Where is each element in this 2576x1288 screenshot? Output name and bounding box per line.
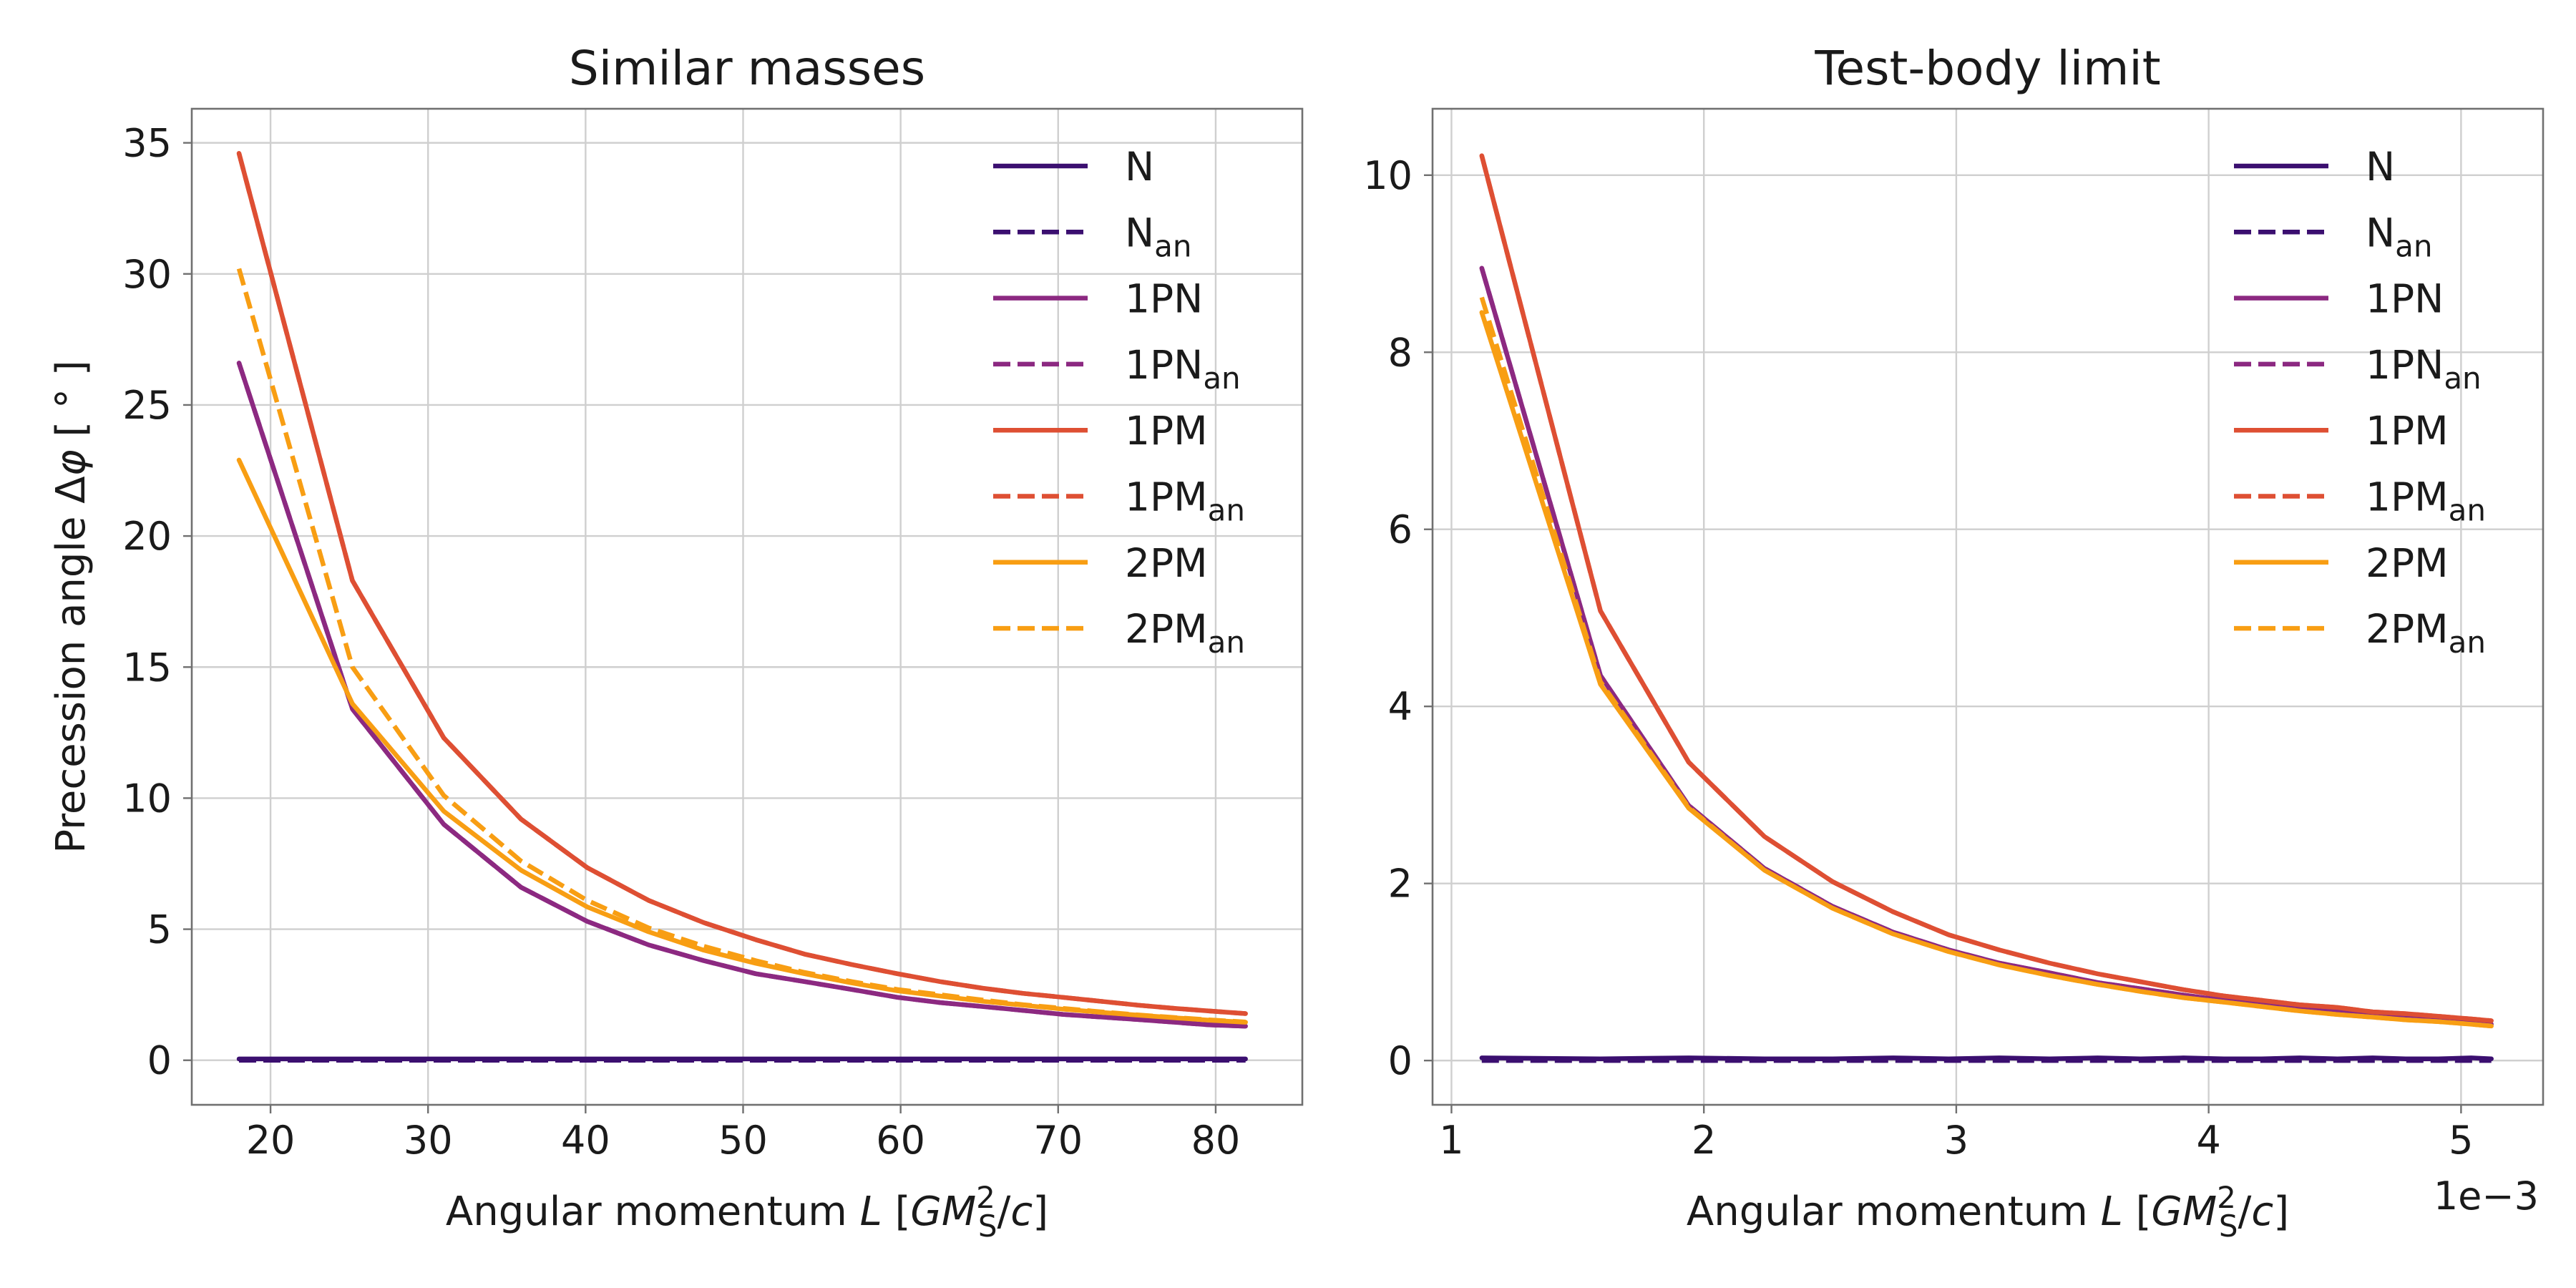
x-axis-label: Angular momentum L [GM2 S/c] [1687,1180,2289,1244]
plot-frame [190,107,1304,1106]
legend-label: 1PNan [2366,342,2482,396]
legend-item: 2PM [2234,540,2449,586]
y-tick-label: 35 [122,121,172,166]
legend-item: 1PMan [2234,474,2486,528]
legend-item: 1PM [993,408,1208,454]
legend-label: 1PM [1125,408,1208,454]
legend-item: 2PM [993,540,1208,586]
panel-title: Similar masses [569,41,925,96]
y-tick-label: 10 [1363,153,1413,198]
legend-item: N [2234,144,2395,190]
legend-label: N [1125,144,1154,190]
series-line-2pm-an [1479,296,2492,1029]
grid [1433,109,2543,1105]
x-tick-label: 5 [2449,1118,2473,1163]
plot-frame [1431,107,2545,1106]
y-tick-label: 20 [122,514,172,559]
y-tick-label: 2 [1388,862,1413,907]
legend: N Nan 1PN 1PNan 1PM 1PMan 2PM 2PMan [2234,144,2486,660]
legend-item: 2PMan [993,606,1245,660]
legend-label: 1PMan [1125,474,1245,528]
legend-item: 2PMan [2234,606,2486,660]
x-tick-label: 70 [1033,1118,1083,1163]
legend-label: 1PMan [2366,474,2486,528]
legend: N Nan 1PN 1PNan 1PM 1PMan 2PM 2PMan [993,144,1245,660]
legend-item: 1PMan [993,474,1245,528]
series-line-2pm-an [236,268,1246,1025]
y-tick-label: 6 [1388,507,1413,552]
series-line-1pn-an [236,362,1246,1029]
legend-item: 1PNan [993,342,1241,396]
x-tick-label: 3 [1944,1118,1968,1163]
plot-series [236,151,1248,1063]
legend-label: 1PN [2366,276,2444,322]
y-tick-label: 0 [1388,1038,1413,1083]
x-tick-label: 2 [1692,1118,1716,1163]
legend-item: Nan [2234,210,2433,263]
legend-label: 2PMan [2366,606,2486,660]
legend-label: Nan [2366,210,2433,263]
y-tick-label: 4 [1388,684,1413,729]
x-tick-label: 40 [561,1118,610,1163]
x-tick-label: 30 [404,1118,453,1163]
legend-item: 1PNan [2234,342,2482,396]
legend-label: 1PM [2366,408,2449,454]
legend-label: N [2366,144,2395,190]
y-tick-label: 15 [122,645,172,690]
x-tick-label: 80 [1191,1118,1241,1163]
y-tick-label: 10 [122,776,172,821]
x-axis-offset-text: 1e−3 [2434,1174,2539,1219]
legend-item: 1PN [2234,276,2444,322]
legend-item: 1PM [2234,408,2449,454]
y-tick-label: 8 [1388,330,1413,375]
y-tick-label: 0 [147,1038,172,1083]
panel-title: Test-body limit [1814,41,2160,96]
legend-label: 2PM [2366,540,2449,586]
x-tick-label: 50 [718,1118,768,1163]
y-tick-label: 30 [122,252,172,297]
legend-label: 1PN [1125,276,1203,322]
x-tick-label: 60 [876,1118,925,1163]
panel-test-body-limit: Test-body limit 1 2 3 4 5 0 2 4 6 8 10 Angular mom… [1363,41,2545,1244]
x-tick-label: 20 [246,1118,296,1163]
series-line-1pm-an [1479,155,2492,1023]
series-line-1pm-an [236,152,1246,1016]
legend-item: Nan [993,210,1192,263]
x-axis-label: Angular momentum L [GM2 S/c] [446,1180,1048,1244]
panel-similar-masses: Similar masses 20 30 40 50 60 70 80 0 5 10 15 20 25 3… [48,41,1304,1244]
y-tick-label: 25 [122,383,172,428]
x-tick-label: 1 [1439,1118,1463,1163]
legend-item: N [993,144,1154,190]
axis-ticks: 1 2 3 4 5 0 2 4 6 8 10 [1363,153,2473,1163]
y-axis-label: Precession angle Δφ [ ° ] [48,360,94,853]
legend-label: 2PM [1125,540,1208,586]
legend-label: 1PNan [1125,342,1241,396]
legend-label: Nan [1125,210,1192,263]
legend-item: 1PN [993,276,1203,322]
x-tick-label: 4 [2196,1118,2220,1163]
axis-ticks: 20 30 40 50 60 70 80 0 5 10 15 20 25 30 35 [122,121,1240,1163]
legend-label: 2PMan [1125,606,1245,660]
y-tick-label: 5 [147,907,172,952]
plot-series [1479,153,2494,1063]
